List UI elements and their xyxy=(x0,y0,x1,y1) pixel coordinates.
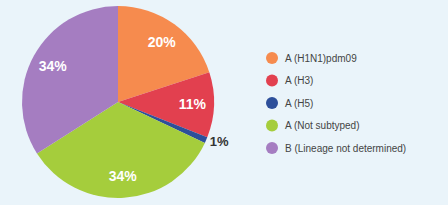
legend-swatch xyxy=(266,120,278,132)
legend-label: A (Not subtyped) xyxy=(285,120,359,131)
data-label: 20% xyxy=(148,34,177,50)
data-label: 1% xyxy=(210,134,229,149)
data-label: 34% xyxy=(39,58,68,74)
pie-slice xyxy=(22,6,118,153)
legend: A (H1N1)pdm09 A (H3) A (H5) A (Not subtyped… xyxy=(266,52,406,154)
legend-swatch xyxy=(266,52,278,64)
data-label: 11% xyxy=(179,96,207,112)
legend-label: A (H3) xyxy=(285,75,313,86)
legend-label: A (H1N1)pdm09 xyxy=(285,53,357,64)
legend-label: A (H5) xyxy=(285,98,313,109)
legend-label: B (Lineage not determined) xyxy=(285,143,406,154)
data-label: 34% xyxy=(109,168,138,184)
legend-swatch xyxy=(266,75,278,87)
data-labels: 20% 11% 1% 34% 34% xyxy=(39,34,229,184)
pie xyxy=(22,6,214,198)
legend-swatch xyxy=(266,142,278,154)
legend-swatch xyxy=(266,97,278,109)
chart: 20%11%1%34%34%A (H1N1)pdm09A (H3)A (H5)A… xyxy=(0,0,448,205)
